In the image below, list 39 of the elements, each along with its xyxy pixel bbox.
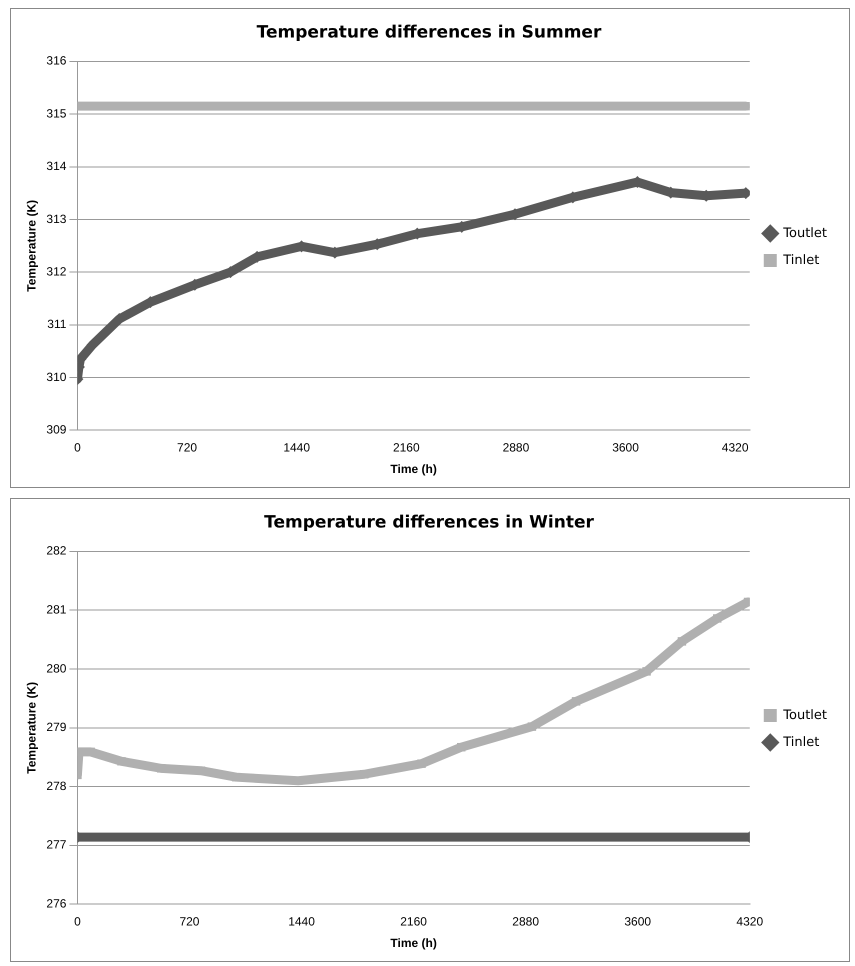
x-axis-title: Time (h) xyxy=(390,936,437,950)
x-tick-label: 720 xyxy=(179,914,200,929)
x-tick-label: 4320 xyxy=(722,440,749,455)
x-tick-label: 1440 xyxy=(288,914,316,929)
legend-label: Tinlet xyxy=(782,252,820,268)
y-tick-label: 281 xyxy=(46,602,67,617)
y-tick-label: 276 xyxy=(46,896,67,911)
y-tick-label: 314 xyxy=(46,159,67,174)
y-tick-label: 277 xyxy=(46,838,67,852)
x-tick-label: 2880 xyxy=(502,440,530,455)
y-tick-label: 313 xyxy=(46,212,67,226)
x-tick-label: 2160 xyxy=(400,914,428,929)
y-tick-label: 316 xyxy=(46,54,67,68)
y-tick-label: 279 xyxy=(46,720,67,734)
y-tick-label: 312 xyxy=(46,264,67,278)
y-tick-label: 309 xyxy=(46,422,67,437)
y-tick-label: 311 xyxy=(47,317,67,332)
y-tick-label: 278 xyxy=(46,778,67,793)
legend-label: Toutlet xyxy=(782,226,828,241)
y-tick-label: 282 xyxy=(46,544,67,558)
x-tick-label: 0 xyxy=(74,440,82,455)
legend-label: Toutlet xyxy=(782,708,828,723)
legend-label: Tinlet xyxy=(782,734,820,750)
y-tick-label: 280 xyxy=(46,661,67,676)
x-tick-label: 3600 xyxy=(612,440,640,455)
y-tick-label: 315 xyxy=(46,106,67,120)
chart-title: Temperature differences in Summer xyxy=(256,22,602,43)
x-tick-label: 720 xyxy=(177,440,198,455)
x-tick-label: 2160 xyxy=(392,440,420,455)
chart-title: Temperature differences in Winter xyxy=(264,512,594,533)
x-tick-label: 4320 xyxy=(736,914,764,929)
y-tick-label: 310 xyxy=(46,370,67,384)
x-tick-label: 0 xyxy=(74,914,82,929)
x-axis-title: Time (h) xyxy=(390,462,437,476)
x-tick-label: 3600 xyxy=(624,914,652,929)
x-tick-label: 2880 xyxy=(512,914,540,929)
x-tick-label: 1440 xyxy=(283,440,310,455)
y-axis-title: Temperature (K) xyxy=(24,200,39,292)
y-axis-title: Temperature (K) xyxy=(24,682,39,774)
